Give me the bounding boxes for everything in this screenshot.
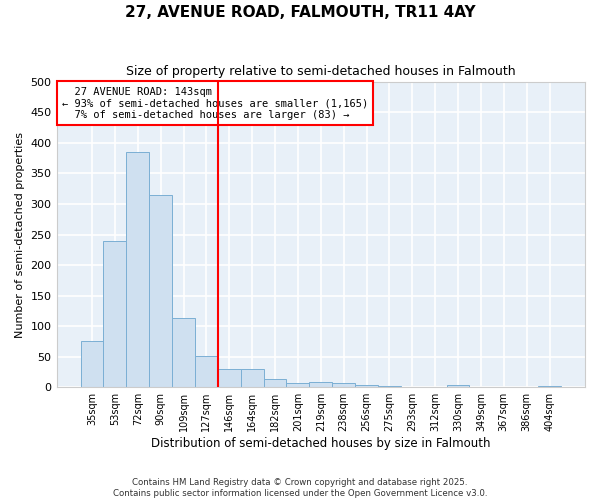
Bar — [310, 382, 332, 387]
Bar — [80, 342, 103, 387]
Bar — [195, 356, 218, 387]
Bar — [149, 195, 172, 387]
Bar — [446, 386, 469, 387]
Bar — [286, 383, 310, 387]
Bar — [241, 370, 263, 387]
Bar — [538, 386, 561, 387]
Text: Contains HM Land Registry data © Crown copyright and database right 2025.
Contai: Contains HM Land Registry data © Crown c… — [113, 478, 487, 498]
Bar — [218, 370, 241, 387]
Bar — [172, 318, 195, 387]
Text: 27, AVENUE ROAD, FALMOUTH, TR11 4AY: 27, AVENUE ROAD, FALMOUTH, TR11 4AY — [125, 5, 475, 20]
Bar — [127, 152, 149, 387]
Title: Size of property relative to semi-detached houses in Falmouth: Size of property relative to semi-detach… — [126, 65, 515, 78]
Text: 27 AVENUE ROAD: 143sqm  
← 93% of semi-detached houses are smaller (1,165)
  7% : 27 AVENUE ROAD: 143sqm ← 93% of semi-det… — [62, 86, 368, 120]
Bar — [332, 383, 355, 387]
Bar — [263, 379, 286, 387]
Bar — [103, 240, 127, 387]
X-axis label: Distribution of semi-detached houses by size in Falmouth: Distribution of semi-detached houses by … — [151, 437, 491, 450]
Bar — [355, 384, 378, 387]
Y-axis label: Number of semi-detached properties: Number of semi-detached properties — [15, 132, 25, 338]
Bar — [378, 386, 401, 387]
